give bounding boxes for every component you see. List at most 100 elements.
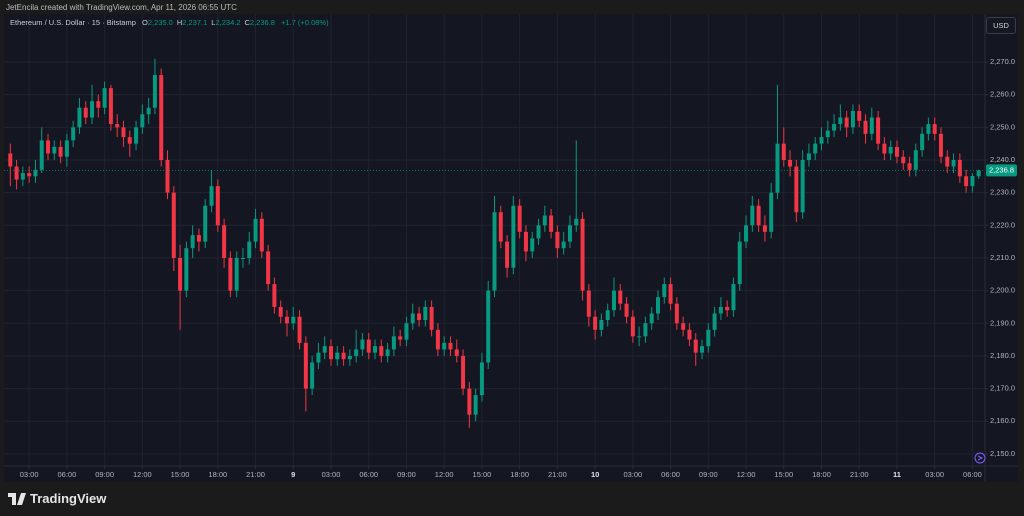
x-tick-label: 21:00	[548, 470, 567, 479]
candle-body	[134, 127, 139, 144]
x-tick-label: 15:00	[774, 470, 793, 479]
candle-body	[291, 316, 296, 324]
y-tick-label: 2,190.0	[990, 318, 1015, 327]
candle-body	[725, 306, 730, 311]
candle-body	[964, 176, 969, 187]
candle-body	[90, 101, 95, 118]
candle-body	[857, 110, 862, 121]
x-tick-label: 06:00	[359, 470, 378, 479]
candle-body	[523, 231, 528, 252]
candle-body	[611, 290, 616, 311]
candle-body	[555, 231, 560, 249]
candle-body	[83, 107, 88, 118]
candle-body	[373, 346, 378, 353]
legend-value: 2,235.0	[147, 18, 173, 27]
y-tick-label: 2,210.0	[990, 253, 1015, 262]
candle-body	[423, 306, 428, 321]
candle-body	[190, 235, 195, 249]
y-tick-label: 2,160.0	[990, 416, 1015, 425]
y-tick-label: 2,250.0	[990, 122, 1015, 131]
candle-body	[618, 290, 623, 304]
candle-body	[52, 146, 57, 154]
x-tick-label: 03:00	[925, 470, 944, 479]
candle-body	[549, 215, 554, 232]
candle-body	[152, 75, 157, 108]
candle-body	[561, 241, 566, 249]
x-tick-label: 18:00	[510, 470, 529, 479]
candle-body	[159, 75, 164, 160]
candle-body	[467, 388, 472, 415]
candle-body	[115, 124, 120, 128]
candle-body	[926, 124, 931, 134]
candle-body	[417, 313, 422, 321]
candle-body	[913, 150, 918, 170]
legend: Ethereum / U.S. Dollar · 15 · Bitstamp O…	[10, 18, 329, 27]
candle-body	[850, 110, 855, 128]
candle-body	[700, 346, 705, 353]
candle-body	[832, 124, 837, 131]
candle-body	[196, 235, 201, 242]
candle-body	[310, 362, 315, 389]
candle-body	[46, 140, 51, 154]
legend-value: 2,237.1	[182, 18, 208, 27]
candle-body	[643, 323, 648, 337]
candle-body	[637, 336, 642, 338]
candle-body	[341, 352, 346, 360]
change: +1.7 (+0.08%)	[281, 18, 329, 27]
y-tick-label: 2,180.0	[990, 351, 1015, 360]
x-tick-label: 06:00	[57, 470, 76, 479]
candle-body	[649, 313, 654, 324]
candle-body	[737, 241, 742, 285]
candle-body	[681, 323, 686, 330]
x-tick-label: 15:00	[473, 470, 492, 479]
x-tick-label: 09:00	[397, 470, 416, 479]
y-tick-label: 2,150.0	[990, 449, 1015, 458]
candle-body	[542, 215, 547, 226]
candle-body	[385, 349, 390, 356]
y-tick-label: 2,220.0	[990, 220, 1015, 229]
candle-body	[586, 290, 591, 317]
candle-body	[96, 101, 101, 108]
candle-body	[951, 159, 956, 167]
candle-body	[404, 323, 409, 340]
candle-body	[819, 137, 824, 144]
candle-body	[448, 342, 453, 350]
candle-body	[266, 251, 271, 285]
currency-button[interactable]: USD	[986, 17, 1016, 34]
candle-body	[64, 140, 69, 157]
candle-body	[215, 186, 220, 226]
candle-body	[530, 238, 535, 252]
candle-body	[203, 205, 208, 242]
candle-body	[347, 355, 352, 360]
candle-body	[366, 339, 371, 353]
candle-body	[39, 140, 44, 170]
candle-body	[442, 342, 447, 350]
candle-body	[976, 170, 981, 177]
candle-body	[825, 130, 830, 138]
legend-value: 2,236.8	[249, 18, 275, 27]
candle-body	[781, 143, 786, 160]
x-tick-label: 03:00	[623, 470, 642, 479]
candle-body	[788, 159, 793, 167]
candle-body	[259, 218, 264, 252]
candle-body	[253, 218, 258, 242]
candle-body	[146, 107, 151, 115]
candle-body	[284, 316, 289, 324]
candle-body	[108, 88, 113, 125]
legend-key: O	[141, 18, 148, 27]
candle-body	[71, 127, 76, 141]
candle-body	[228, 257, 233, 291]
candle-body	[844, 117, 849, 128]
candle-body	[762, 225, 767, 232]
candle-body	[322, 346, 327, 353]
candle-body	[58, 146, 63, 157]
candle-body	[957, 159, 962, 177]
last-price-label: 2,236.8	[989, 165, 1014, 174]
candle-body	[473, 395, 478, 415]
candle-body	[901, 156, 906, 164]
candle-body	[907, 163, 912, 170]
candle-body	[920, 133, 925, 151]
x-tick-label: 12:00	[133, 470, 152, 479]
logo-icon	[8, 492, 26, 505]
